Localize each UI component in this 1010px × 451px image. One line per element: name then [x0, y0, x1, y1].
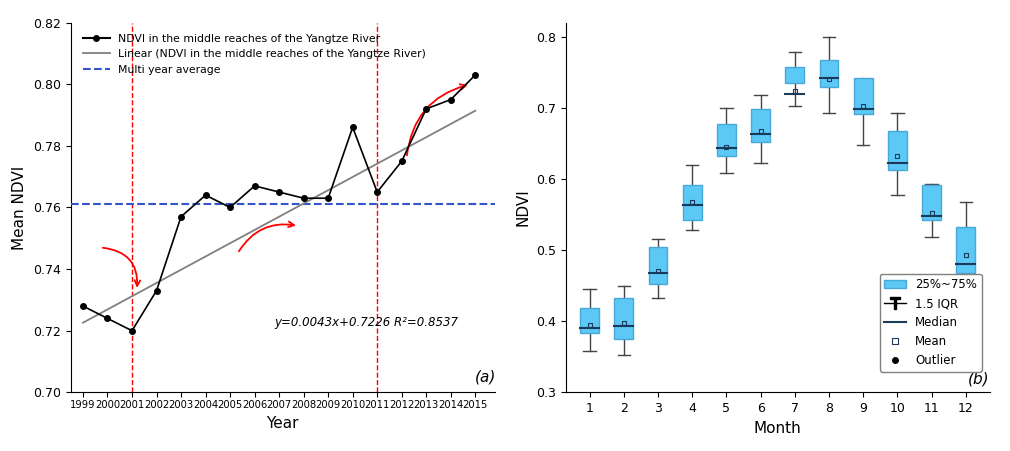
Bar: [614, 299, 633, 339]
Linear (NDVI in the middle reaches of the Yangtze River): [396, 148, 408, 153]
NDVI in the middle reaches of the Yangtze River: [126, 328, 138, 333]
NDVI in the middle reaches of the Yangtze River: [298, 195, 310, 201]
Bar: [819, 60, 838, 87]
Linear (NDVI in the middle reaches of the Yangtze River): [371, 161, 383, 166]
Bar: [786, 67, 804, 83]
Bar: [922, 185, 941, 220]
Linear (NDVI in the middle reaches of the Yangtze River): [77, 320, 89, 326]
Legend: 25%~75%, 1.5 IQR, Median, Mean, Outlier: 25%~75%, 1.5 IQR, Median, Mean, Outlier: [880, 274, 982, 372]
Bar: [683, 185, 702, 220]
Bar: [888, 131, 907, 170]
NDVI in the middle reaches of the Yangtze River: [396, 158, 408, 164]
NDVI in the middle reaches of the Yangtze River: [346, 124, 359, 130]
Text: (a): (a): [476, 369, 497, 385]
NDVI in the middle reaches of the Yangtze River: [248, 183, 261, 189]
Bar: [717, 124, 736, 156]
Text: (b): (b): [968, 372, 989, 387]
Line: Linear (NDVI in the middle reaches of the Yangtze River): Linear (NDVI in the middle reaches of th…: [83, 110, 476, 323]
Linear (NDVI in the middle reaches of the Yangtze River): [322, 188, 334, 193]
NDVI in the middle reaches of the Yangtze River: [444, 97, 457, 102]
Bar: [648, 247, 668, 284]
Y-axis label: NDVI: NDVI: [515, 189, 530, 226]
NDVI in the middle reaches of the Yangtze River: [77, 304, 89, 309]
X-axis label: Year: Year: [267, 415, 299, 431]
NDVI in the middle reaches of the Yangtze River: [224, 205, 236, 210]
NDVI in the middle reaches of the Yangtze River: [470, 72, 482, 78]
NDVI in the middle reaches of the Yangtze River: [273, 189, 285, 195]
Bar: [751, 109, 770, 142]
NDVI in the middle reaches of the Yangtze River: [150, 288, 163, 293]
Linear (NDVI in the middle reaches of the Yangtze River): [175, 267, 187, 272]
NDVI in the middle reaches of the Yangtze River: [371, 189, 383, 195]
Linear (NDVI in the middle reaches of the Yangtze River): [346, 174, 359, 179]
NDVI in the middle reaches of the Yangtze River: [175, 214, 187, 219]
Bar: [853, 78, 873, 114]
Linear (NDVI in the middle reaches of the Yangtze River): [420, 134, 432, 140]
Linear (NDVI in the middle reaches of the Yangtze River): [101, 307, 113, 312]
Linear (NDVI in the middle reaches of the Yangtze River): [150, 280, 163, 285]
Bar: [956, 227, 976, 273]
Linear (NDVI in the middle reaches of the Yangtze River): [126, 294, 138, 299]
Text: y=0.0043x+0.7226 R²=0.8537: y=0.0043x+0.7226 R²=0.8537: [275, 316, 459, 329]
Line: NDVI in the middle reaches of the Yangtze River: NDVI in the middle reaches of the Yangtz…: [80, 72, 478, 333]
Bar: [580, 308, 599, 333]
X-axis label: Month: Month: [753, 421, 802, 436]
Linear (NDVI in the middle reaches of the Yangtze River): [444, 121, 457, 127]
Linear (NDVI in the middle reaches of the Yangtze River): [224, 240, 236, 246]
NDVI in the middle reaches of the Yangtze River: [200, 193, 212, 198]
Linear (NDVI in the middle reaches of the Yangtze River): [298, 201, 310, 206]
Linear (NDVI in the middle reaches of the Yangtze River): [248, 227, 261, 233]
Linear (NDVI in the middle reaches of the Yangtze River): [273, 214, 285, 219]
Legend: NDVI in the middle reaches of the Yangtze River, Linear (NDVI in the middle reac: NDVI in the middle reaches of the Yangtz…: [78, 29, 430, 79]
Linear (NDVI in the middle reaches of the Yangtze River): [470, 108, 482, 113]
Linear (NDVI in the middle reaches of the Yangtze River): [200, 254, 212, 259]
NDVI in the middle reaches of the Yangtze River: [420, 106, 432, 111]
Y-axis label: Mean NDVI: Mean NDVI: [12, 166, 27, 249]
NDVI in the middle reaches of the Yangtze River: [322, 195, 334, 201]
NDVI in the middle reaches of the Yangtze River: [101, 316, 113, 321]
